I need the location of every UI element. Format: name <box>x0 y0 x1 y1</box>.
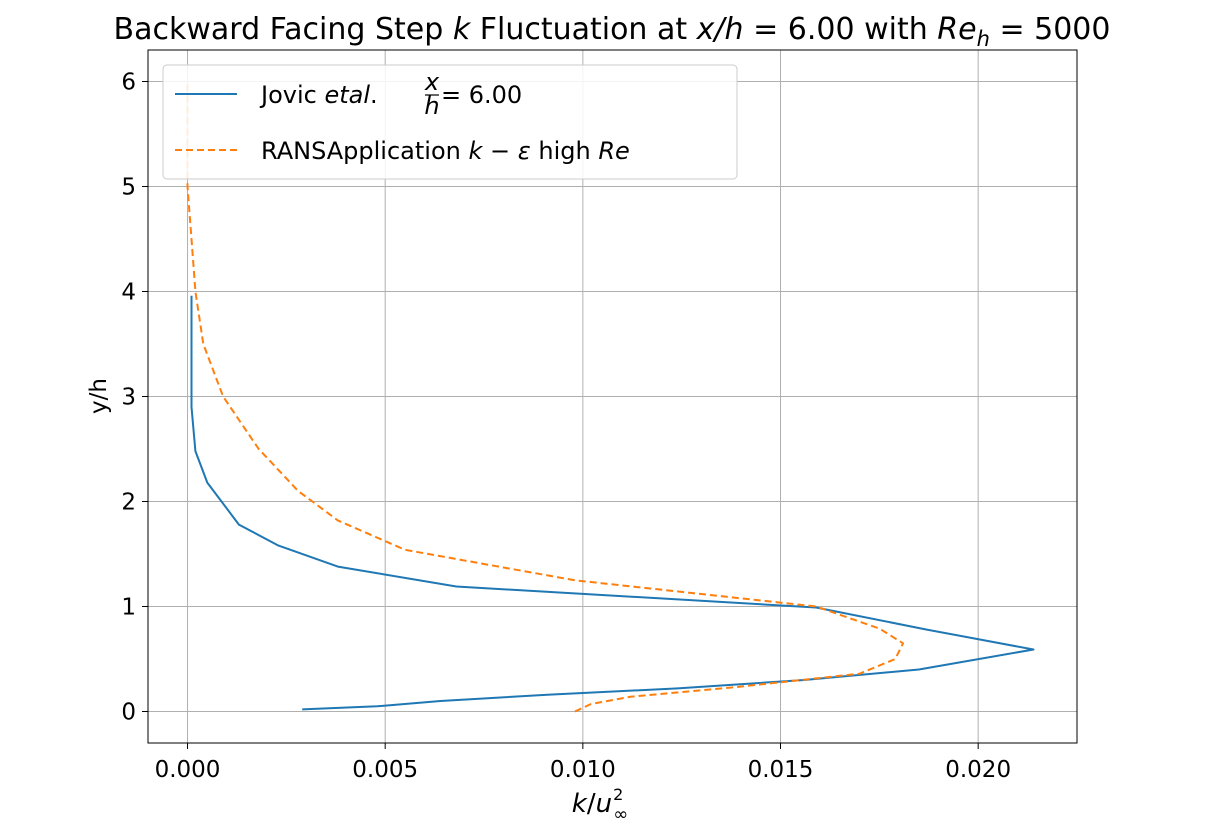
legend-fraction-numerator: x <box>424 68 440 96</box>
x-tick-label: 0.005 <box>352 757 418 783</box>
y-tick-label: 6 <box>121 70 136 96</box>
x-axis-ticks: 0.000 0.005 0.010 0.015 0.020 <box>155 743 1011 783</box>
y-tick-label: 2 <box>121 490 136 516</box>
y-tick-label: 0 <box>121 700 136 726</box>
x-tick-label: 0.015 <box>748 757 814 783</box>
legend: Jovic etal. x h = 6.00 RANSApplication k… <box>162 64 738 180</box>
x-axis-title: k/u2 ∞ <box>572 785 629 825</box>
legend-fraction-denominator: h <box>424 92 439 120</box>
series-line-jovic <box>190 295 1035 711</box>
legend-box <box>162 64 738 180</box>
x-tick-label: 0.010 <box>550 757 616 783</box>
series-line-rans <box>186 81 905 713</box>
x-tick-label: 0.000 <box>155 757 221 783</box>
y-tick-label: 1 <box>121 595 136 621</box>
y-tick-label: 4 <box>121 280 136 306</box>
legend-label-jovic: Jovic etal. <box>259 81 378 109</box>
legend-label-jovic-value: = 6.00 <box>441 81 522 109</box>
y-tick-label: 3 <box>121 385 136 411</box>
y-axis-ticks: 0 1 2 3 4 5 6 <box>121 70 148 726</box>
series-layer <box>186 81 1035 713</box>
y-tick-label: 5 <box>121 175 136 201</box>
y-axis-title: y/h <box>86 378 112 414</box>
chart-title: Backward Facing Step k Fluctuation at x/… <box>114 12 1111 51</box>
legend-label-rans: RANSApplication k − ε high Re <box>261 137 630 165</box>
x-tick-label: 0.020 <box>945 757 1011 783</box>
